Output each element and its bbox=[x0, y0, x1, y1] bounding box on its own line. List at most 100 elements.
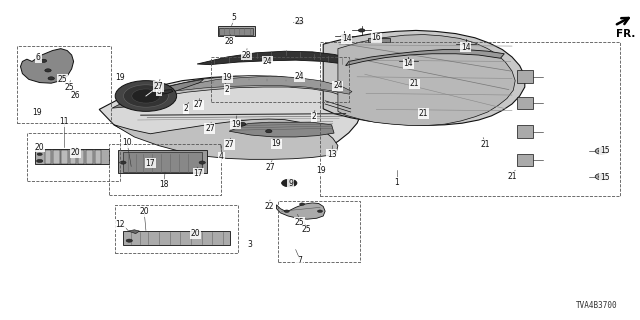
Text: TVA4B3700: TVA4B3700 bbox=[576, 301, 618, 310]
Bar bbox=[218, 26, 255, 36]
Circle shape bbox=[300, 203, 305, 205]
Circle shape bbox=[598, 175, 605, 178]
Text: 27: 27 bbox=[224, 140, 234, 149]
Polygon shape bbox=[128, 230, 140, 234]
Bar bbox=[27, 133, 120, 181]
Bar bbox=[219, 28, 253, 35]
Bar bbox=[17, 46, 111, 123]
Polygon shape bbox=[112, 79, 204, 108]
Text: 7: 7 bbox=[297, 256, 302, 265]
Text: 20: 20 bbox=[35, 143, 45, 152]
Circle shape bbox=[296, 20, 303, 24]
Polygon shape bbox=[323, 30, 525, 125]
Text: 16: 16 bbox=[371, 33, 381, 42]
Circle shape bbox=[48, 77, 54, 80]
Text: FR.: FR. bbox=[616, 29, 635, 39]
Text: 28: 28 bbox=[242, 51, 251, 60]
Text: 27: 27 bbox=[193, 100, 204, 109]
Bar bbox=[70, 150, 76, 164]
Polygon shape bbox=[114, 119, 338, 159]
Text: 25: 25 bbox=[58, 75, 68, 84]
Circle shape bbox=[598, 149, 605, 153]
Bar bbox=[53, 150, 60, 164]
Circle shape bbox=[358, 29, 365, 32]
Text: 12: 12 bbox=[116, 220, 125, 229]
Text: 20: 20 bbox=[139, 207, 149, 216]
Polygon shape bbox=[99, 76, 362, 157]
Circle shape bbox=[115, 81, 177, 111]
Text: 13: 13 bbox=[326, 150, 337, 159]
Text: 11: 11 bbox=[60, 117, 68, 126]
Bar bbox=[278, 201, 360, 262]
Text: 27: 27 bbox=[205, 124, 215, 133]
Text: 14: 14 bbox=[342, 34, 352, 43]
Circle shape bbox=[199, 161, 205, 164]
Text: 19: 19 bbox=[316, 166, 326, 175]
Bar bbox=[123, 152, 202, 172]
Circle shape bbox=[405, 60, 412, 63]
Circle shape bbox=[40, 59, 47, 62]
Bar bbox=[320, 42, 620, 196]
Text: 20: 20 bbox=[190, 229, 200, 238]
Circle shape bbox=[132, 89, 160, 103]
Bar bbox=[45, 150, 51, 164]
Text: 14: 14 bbox=[461, 43, 471, 52]
Polygon shape bbox=[276, 203, 325, 219]
Text: 21: 21 bbox=[481, 140, 490, 149]
Text: 17: 17 bbox=[145, 159, 156, 168]
Circle shape bbox=[37, 153, 42, 156]
Text: 19: 19 bbox=[115, 73, 125, 82]
Text: 24: 24 bbox=[294, 72, 305, 81]
Bar bbox=[517, 70, 533, 83]
Text: 1: 1 bbox=[394, 178, 399, 187]
Text: 19: 19 bbox=[222, 73, 232, 82]
Text: 10: 10 bbox=[122, 138, 132, 147]
Circle shape bbox=[463, 43, 469, 46]
Text: 4: 4 bbox=[219, 152, 224, 161]
Circle shape bbox=[595, 148, 608, 154]
Text: 28: 28 bbox=[225, 37, 234, 46]
Text: 8: 8 bbox=[156, 87, 161, 96]
Text: 17: 17 bbox=[193, 169, 204, 178]
Bar bbox=[517, 154, 533, 166]
Text: 6: 6 bbox=[36, 53, 41, 62]
Text: 18: 18 bbox=[159, 180, 168, 189]
Text: 23: 23 bbox=[294, 17, 305, 26]
Text: 20: 20 bbox=[70, 148, 81, 157]
Text: 14: 14 bbox=[403, 60, 413, 68]
Text: 19: 19 bbox=[32, 108, 42, 117]
Circle shape bbox=[341, 34, 348, 37]
Text: 15: 15 bbox=[600, 173, 610, 182]
Bar bbox=[211, 57, 349, 102]
Text: 26: 26 bbox=[70, 92, 81, 100]
Circle shape bbox=[284, 210, 289, 212]
Text: 5: 5 bbox=[231, 13, 236, 22]
Bar bbox=[118, 150, 207, 173]
Polygon shape bbox=[20, 49, 74, 83]
Circle shape bbox=[124, 85, 168, 107]
Text: 21: 21 bbox=[410, 79, 419, 88]
Circle shape bbox=[282, 179, 297, 187]
Polygon shape bbox=[128, 76, 352, 105]
Text: 21: 21 bbox=[508, 172, 516, 181]
Polygon shape bbox=[197, 51, 362, 67]
Bar bbox=[517, 125, 533, 138]
Text: 22: 22 bbox=[264, 202, 273, 211]
Text: 24: 24 bbox=[333, 81, 343, 90]
Polygon shape bbox=[120, 76, 355, 106]
Text: 2: 2 bbox=[183, 104, 188, 113]
Text: 19: 19 bbox=[271, 140, 282, 148]
Bar bbox=[61, 150, 68, 164]
Text: 19: 19 bbox=[230, 120, 241, 129]
Text: 21: 21 bbox=[419, 109, 428, 118]
Bar bbox=[86, 150, 93, 164]
Text: 25: 25 bbox=[301, 225, 311, 234]
Bar bbox=[95, 150, 101, 164]
Text: 2: 2 bbox=[311, 112, 316, 121]
Text: 25: 25 bbox=[64, 83, 74, 92]
Circle shape bbox=[120, 161, 126, 164]
Text: 2: 2 bbox=[225, 85, 230, 94]
Text: 15: 15 bbox=[600, 146, 610, 155]
Text: 24: 24 bbox=[262, 57, 273, 66]
Circle shape bbox=[238, 122, 246, 126]
